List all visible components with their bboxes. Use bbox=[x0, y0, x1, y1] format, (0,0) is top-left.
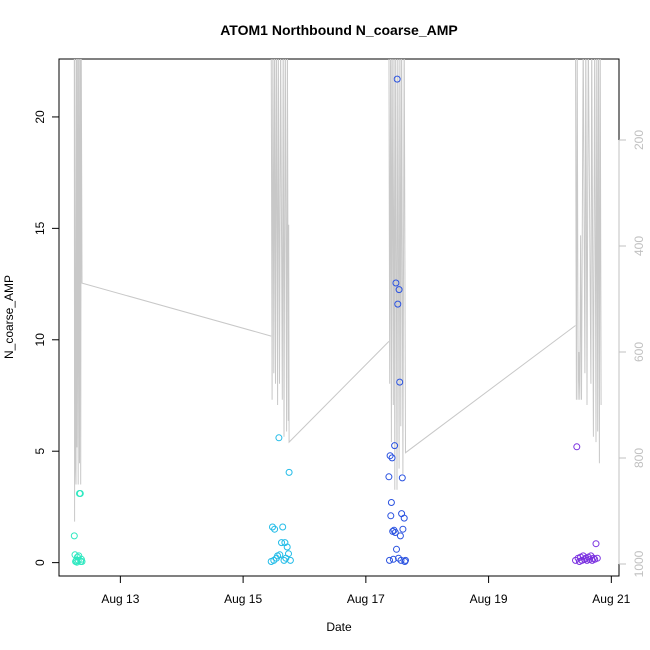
y-tick-label: 5 bbox=[33, 448, 47, 455]
data-point bbox=[396, 378, 404, 386]
data-point bbox=[70, 532, 78, 540]
chart-title: ATOM1 Northbound N_coarse_AMP bbox=[220, 22, 458, 38]
x-tick-label: Aug 19 bbox=[470, 592, 508, 606]
secondary-tick-label: 1000 bbox=[632, 550, 646, 577]
x-tick-label: Aug 13 bbox=[101, 592, 139, 606]
data-point bbox=[386, 452, 394, 460]
data-point bbox=[395, 286, 403, 294]
y-axis-label: N_coarse_AMP bbox=[2, 275, 16, 359]
series-2 bbox=[267, 434, 294, 565]
data-point bbox=[398, 474, 406, 482]
data-point bbox=[394, 300, 402, 308]
secondary-line-segment bbox=[388, 59, 576, 490]
x-tick-label: Aug 17 bbox=[347, 592, 385, 606]
points-layer bbox=[70, 75, 601, 566]
data-point bbox=[400, 514, 408, 522]
data-point bbox=[573, 443, 581, 451]
data-point bbox=[278, 539, 285, 547]
data-point bbox=[269, 523, 276, 531]
x-tick-label: Aug 21 bbox=[592, 592, 630, 606]
data-point bbox=[392, 279, 400, 287]
data-point bbox=[279, 523, 287, 531]
data-point bbox=[391, 529, 399, 536]
data-point bbox=[78, 558, 86, 565]
series-4 bbox=[572, 443, 601, 565]
secondary-line-segment bbox=[73, 59, 272, 522]
y-tick-label: 0 bbox=[33, 559, 47, 566]
y-tick-label: 20 bbox=[33, 110, 47, 124]
data-point bbox=[396, 532, 404, 540]
data-point bbox=[397, 556, 405, 564]
data-point bbox=[283, 543, 291, 551]
data-point bbox=[589, 554, 597, 562]
data-point bbox=[388, 454, 396, 462]
data-point bbox=[592, 540, 600, 548]
series-3 bbox=[385, 75, 409, 565]
secondary-line-segment bbox=[575, 59, 602, 464]
y-tick-label: 15 bbox=[33, 221, 47, 235]
data-point bbox=[285, 468, 293, 476]
data-point bbox=[393, 75, 401, 83]
secondary-tick-label: 200 bbox=[632, 130, 646, 150]
secondary-line-layer bbox=[73, 59, 602, 522]
data-point bbox=[402, 556, 409, 564]
x-axis: Aug 13 Aug 15 Aug 17 Aug 19 Aug 21 bbox=[101, 575, 631, 606]
data-point bbox=[398, 510, 406, 518]
data-point bbox=[399, 525, 407, 533]
data-point bbox=[387, 512, 395, 520]
y-tick-label: 10 bbox=[33, 333, 47, 347]
data-point bbox=[286, 556, 294, 564]
secondary-line-segment bbox=[270, 59, 390, 444]
data-point bbox=[389, 555, 397, 563]
data-point bbox=[271, 525, 279, 533]
data-point bbox=[393, 545, 400, 553]
x-tick-label: Aug 15 bbox=[224, 592, 262, 606]
data-point bbox=[401, 558, 409, 565]
x-axis-label: Date bbox=[326, 620, 352, 634]
data-point bbox=[386, 556, 393, 564]
data-point bbox=[76, 490, 84, 497]
data-point bbox=[275, 434, 283, 442]
secondary-y-axis: 200 400 600 800 1000 bbox=[618, 130, 646, 577]
data-point bbox=[276, 551, 284, 559]
series-1 bbox=[70, 490, 86, 566]
data-point bbox=[285, 550, 292, 558]
secondary-tick-label: 400 bbox=[632, 236, 646, 256]
data-point bbox=[593, 554, 601, 562]
data-point bbox=[385, 473, 393, 481]
secondary-tick-label: 800 bbox=[632, 448, 646, 468]
data-point bbox=[387, 499, 395, 506]
y-axis: 0 5 10 15 20 bbox=[33, 110, 60, 566]
data-point bbox=[391, 442, 399, 450]
plot-frame bbox=[58, 58, 620, 577]
secondary-tick-label: 600 bbox=[632, 342, 646, 362]
